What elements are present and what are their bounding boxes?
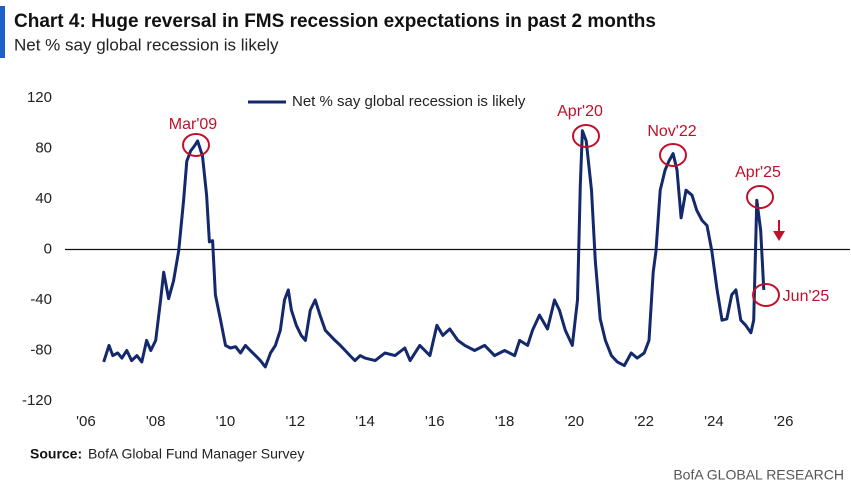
y-tick-label: 0	[44, 240, 52, 257]
annotation: Mar'09	[169, 116, 218, 133]
y-tick-label: -120	[22, 392, 52, 409]
x-tick-label: '14	[355, 413, 375, 430]
x-tick-label: '20	[565, 413, 585, 430]
y-tick-label: 40	[35, 190, 52, 207]
x-tick-label: '06	[76, 413, 96, 430]
annotation: Nov'22	[647, 123, 696, 140]
title-accent	[0, 6, 5, 58]
annotation-circle	[182, 133, 210, 157]
x-tick-label: '22	[634, 413, 654, 430]
x-tick-label: '08	[146, 413, 166, 430]
footer: BofA GLOBAL RESEARCH	[673, 467, 844, 483]
chart-subtitle: Net % say global recession is likely	[14, 35, 279, 54]
annotation: Apr'25	[735, 164, 781, 181]
annotation-circle	[572, 124, 600, 148]
annotation: Jun'25	[783, 288, 830, 305]
x-tick-label: '10	[216, 413, 236, 430]
source: BofA Global Fund Manager Survey	[88, 446, 304, 462]
annotation-circle	[659, 143, 687, 167]
x-tick-label: '24	[704, 413, 724, 430]
x-tick-label: '12	[285, 413, 305, 430]
arrow-head	[773, 231, 785, 241]
x-tick-label: '26	[774, 413, 794, 430]
y-tick-label: 120	[27, 89, 52, 106]
annotation-circle	[752, 283, 780, 307]
chart-title: Chart 4: Huge reversal in FMS recession …	[14, 11, 656, 32]
x-tick-label: '16	[425, 413, 445, 430]
x-tick-label: '18	[495, 413, 515, 430]
y-tick-label: -40	[30, 291, 52, 308]
series-line	[102, 129, 766, 369]
annotation-circle	[746, 185, 774, 209]
legend-label: Net % say global recession is likely	[292, 93, 526, 110]
y-tick-label: 80	[35, 139, 52, 156]
y-tick-label: -80	[30, 341, 52, 358]
annotation: Apr'20	[557, 103, 603, 120]
source-label: Source:	[30, 446, 82, 462]
